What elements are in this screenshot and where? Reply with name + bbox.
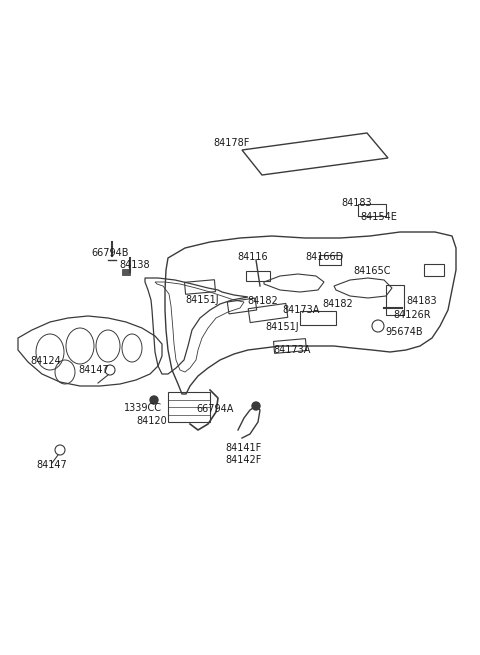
Text: 84182: 84182	[247, 296, 278, 306]
Text: 84183: 84183	[341, 198, 372, 208]
Text: 84116: 84116	[237, 252, 268, 262]
Text: 84120: 84120	[136, 416, 167, 426]
Text: 84173A: 84173A	[273, 345, 311, 355]
Text: 84182: 84182	[322, 299, 353, 309]
Text: 66794A: 66794A	[196, 404, 233, 414]
Bar	[168, 392, 210, 422]
Text: 84124: 84124	[30, 356, 61, 366]
Text: 84126R: 84126R	[393, 310, 431, 320]
Text: 84142F: 84142F	[225, 455, 262, 465]
Text: 84166D: 84166D	[305, 252, 343, 262]
Text: 84147: 84147	[78, 365, 109, 375]
Text: 84183: 84183	[406, 296, 437, 306]
Bar	[122, 269, 130, 275]
Text: 84165C: 84165C	[353, 266, 391, 276]
Text: 84151J: 84151J	[265, 322, 299, 332]
Text: 84147: 84147	[36, 460, 67, 470]
Text: 84138: 84138	[119, 260, 150, 270]
Text: 95674B: 95674B	[385, 327, 422, 337]
Text: 84151J: 84151J	[185, 295, 218, 305]
Text: 1339CC: 1339CC	[124, 403, 162, 413]
Text: 84173A: 84173A	[282, 305, 319, 315]
Circle shape	[150, 396, 158, 404]
Text: 66794B: 66794B	[91, 248, 129, 258]
Text: 84154E: 84154E	[360, 212, 397, 222]
Circle shape	[252, 402, 260, 410]
Text: 84141F: 84141F	[225, 443, 261, 453]
Text: 84178F: 84178F	[213, 138, 250, 148]
